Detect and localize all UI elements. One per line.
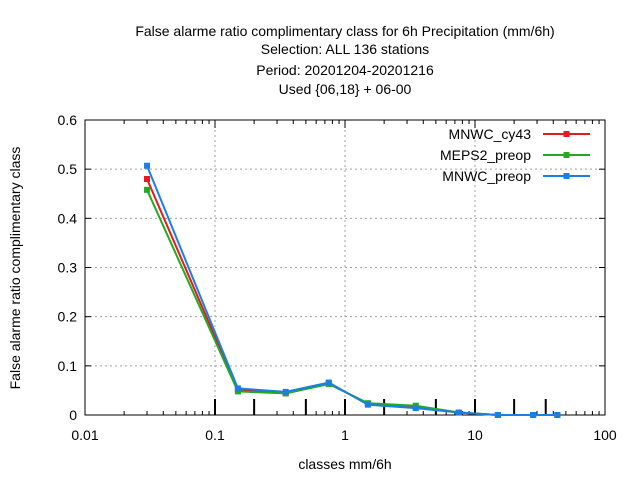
data-point-MNWC_preop (234, 385, 241, 392)
legend-marker (563, 152, 570, 158)
y-tick-label: 0.3 (58, 260, 78, 276)
x-tick-label: 10 (467, 427, 483, 443)
legend-marker (563, 173, 570, 179)
legend-label: MEPS2_preop (440, 147, 531, 163)
title-line-4: Used {06,18} + 06-00 (279, 81, 412, 97)
data-point-MNWC_cy43 (144, 176, 151, 182)
data-point-MNWC_preop (144, 162, 151, 169)
y-tick-label: 0.6 (58, 112, 78, 128)
series-line-MEPS2_preop (146, 189, 558, 416)
axis-ticks: 0 0.1 0.2 0.3 0.4 0.5 0.6 0.01 0.1 1 10 100 (58, 112, 617, 443)
data-point-MNWC_preop (282, 388, 289, 395)
x-tick-label: 100 (593, 427, 617, 443)
legend-marker (563, 131, 570, 137)
legend-label: MNWC_preop (442, 168, 531, 184)
data-point-MNWC_preop (364, 401, 371, 408)
data-point-MEPS2_preop (144, 186, 151, 193)
data-point-MNWC_preop (325, 379, 332, 386)
y-tick-label: 0.4 (58, 210, 78, 226)
series-group (144, 162, 561, 418)
data-point-MNWC_preop (554, 412, 561, 418)
data-point-MNWC_preop (530, 412, 537, 418)
x-tick-label: 0.1 (205, 427, 225, 443)
class-limit-marks (214, 399, 547, 415)
title-line-2: Selection: ALL 136 stations (261, 41, 429, 57)
title-line-1: False alarme ratio complimentary class f… (135, 23, 554, 39)
grid (85, 120, 605, 415)
plot-frame (84, 119, 606, 416)
chart-title: False alarme ratio complimentary class f… (135, 23, 554, 97)
y-tick-label: 0.2 (58, 309, 78, 325)
data-point-MNWC_preop (455, 409, 462, 416)
legend-label: MNWC_cy43 (449, 126, 532, 142)
series-line-MNWC_preop (146, 165, 558, 416)
y-tick-label: 0.5 (58, 161, 78, 177)
y-tick-label: 0 (69, 407, 77, 423)
title-line-3: Period: 20201204-20201216 (256, 62, 434, 78)
data-point-MNWC_preop (412, 405, 419, 412)
y-axis-label: False alarme ratio complimentary class (7, 147, 23, 390)
y-tick-label: 0.1 (58, 358, 78, 374)
x-tick-label: 1 (341, 427, 349, 443)
x-axis-label: classes mm/6h (298, 456, 391, 472)
x-tick-label: 0.01 (71, 427, 98, 443)
data-point-MNWC_preop (494, 412, 501, 418)
legend: MNWC_cy43 MEPS2_preop MNWC_preop (440, 126, 590, 184)
series-line-MNWC_cy43 (146, 178, 558, 416)
